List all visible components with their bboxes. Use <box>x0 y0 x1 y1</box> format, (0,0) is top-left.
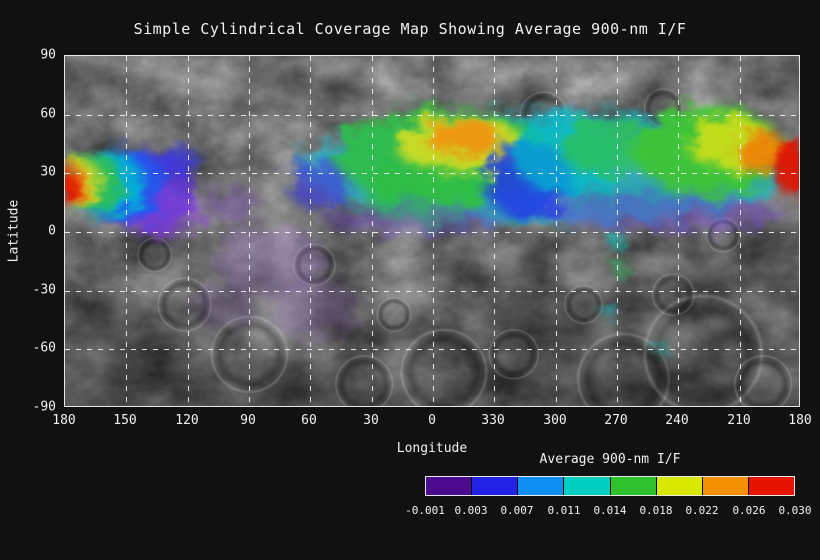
colorbar-tick-label: 0.003 <box>454 504 488 517</box>
gridline-vertical <box>188 56 189 406</box>
x-tick-label: 0 <box>428 413 436 428</box>
colorbar-segment <box>610 477 656 495</box>
x-tick-label: 150 <box>113 413 137 428</box>
colorbar-segment <box>518 477 564 495</box>
colorbar-segment <box>426 477 472 495</box>
y-tick-label: -60 <box>32 340 56 356</box>
y-tick-label: -30 <box>32 282 56 298</box>
colorbar-segment <box>656 477 702 495</box>
x-axis-label: Longitude <box>396 441 468 456</box>
colorbar-tick-label: 0.026 <box>732 504 766 517</box>
y-tick-label: 60 <box>40 106 56 122</box>
x-tick-label: 180 <box>52 413 76 428</box>
x-tick-label: 60 <box>301 413 317 428</box>
x-tick-label: 30 <box>363 413 379 428</box>
x-tick-label: 270 <box>604 413 628 428</box>
x-tick-label: 330 <box>481 413 505 428</box>
gridline-horizontal <box>65 349 799 350</box>
y-axis-label: Latitude <box>6 199 22 263</box>
gridline-vertical <box>372 56 373 406</box>
gridline-vertical <box>556 56 557 406</box>
y-tick-label: 0 <box>48 223 56 239</box>
colorbar-segment <box>702 477 748 495</box>
colorbar-segment <box>748 477 794 495</box>
map-plot-area <box>64 55 800 407</box>
colorbar-tick-label: 0.022 <box>685 504 719 517</box>
colorbar <box>425 476 795 496</box>
colorbar-segment <box>472 477 518 495</box>
y-tick-label: 90 <box>40 47 56 63</box>
gridline-vertical <box>617 56 618 406</box>
gridline-horizontal <box>65 291 799 292</box>
x-tick-label: 210 <box>727 413 751 428</box>
colorbar-segment <box>564 477 610 495</box>
colorbar-tick-label: 0.007 <box>500 504 534 517</box>
gridline-vertical <box>678 56 679 406</box>
gridline-vertical <box>433 56 434 406</box>
gridline-vertical <box>740 56 741 406</box>
colorbar-title: Average 900-nm I/F <box>539 452 681 467</box>
colorbar-tick-label: 0.011 <box>547 504 581 517</box>
colorbar-tick-label: 0.014 <box>593 504 627 517</box>
figure-title: Simple Cylindrical Coverage Map Showing … <box>133 20 687 38</box>
y-tick-label: 30 <box>40 164 56 180</box>
gridline-horizontal <box>65 173 799 174</box>
gridline-horizontal <box>65 232 799 233</box>
graticule <box>65 56 799 406</box>
gridline-vertical <box>310 56 311 406</box>
x-tick-label: 120 <box>175 413 199 428</box>
gridline-horizontal <box>65 115 799 116</box>
coverage-overlay <box>65 105 799 355</box>
x-tick-label: 300 <box>543 413 567 428</box>
colorbar-tick-label: 0.030 <box>778 504 812 517</box>
gridline-vertical <box>249 56 250 406</box>
gridline-vertical <box>494 56 495 406</box>
colorbar-tick-label: -0.001 <box>405 504 445 517</box>
y-tick-label: -90 <box>32 399 56 415</box>
x-tick-label: 180 <box>788 413 812 428</box>
colorbar-tick-label: 0.018 <box>639 504 673 517</box>
x-tick-label: 240 <box>665 413 689 428</box>
x-tick-label: 90 <box>240 413 256 428</box>
gridline-vertical <box>126 56 127 406</box>
